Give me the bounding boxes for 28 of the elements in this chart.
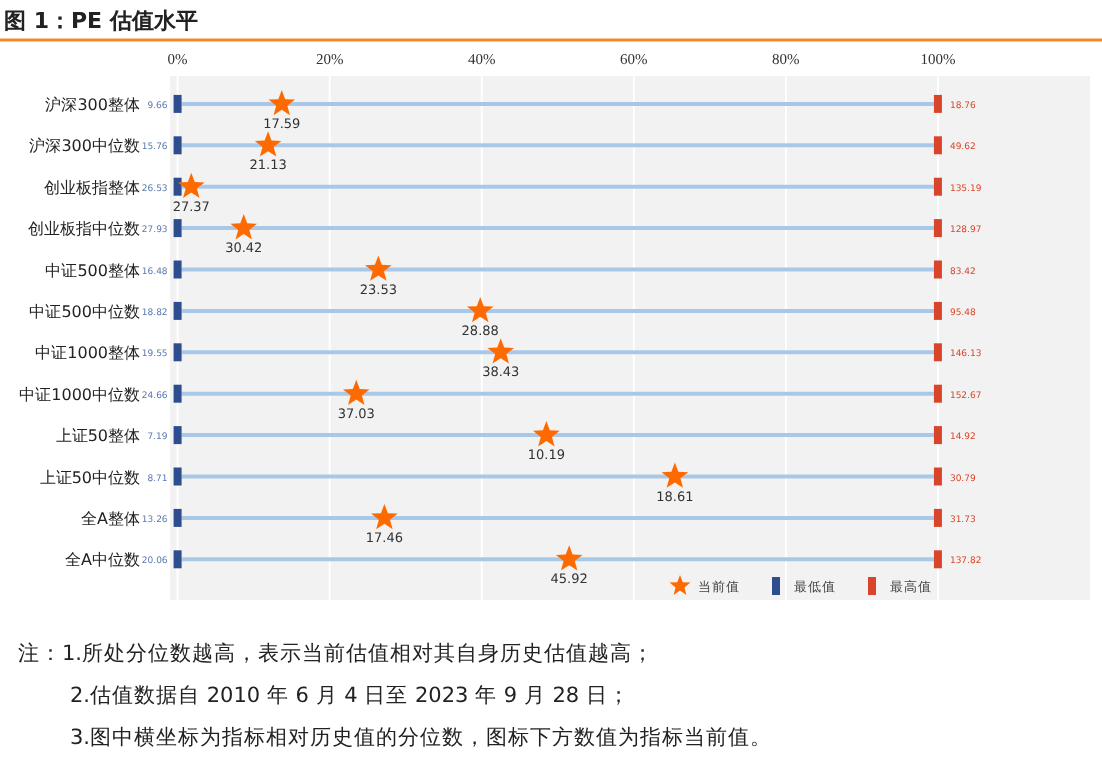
y-tick-label: 中证500整体 <box>45 261 140 280</box>
y-tick-label: 中证1000中位数 <box>19 385 140 404</box>
y-tick-label: 创业板指中位数 <box>28 220 140 239</box>
y-tick-label: 上证50整体 <box>55 427 140 446</box>
point <box>254 131 282 157</box>
point <box>268 89 296 116</box>
y-tick-label: 全A中位数 <box>65 551 140 570</box>
point <box>342 379 370 406</box>
y-tick-label: 创业板指整体 <box>44 178 140 197</box>
point <box>555 545 583 571</box>
y-tick-label: 沪深300整体 <box>45 95 140 114</box>
y-tick-label: 沪深300中位数 <box>29 137 140 156</box>
point <box>487 338 515 364</box>
text: 3.图中横坐标为指标相对历史值的分位数，图标下方数值为指标当前值。 <box>70 724 773 750</box>
chart-title: 图 1：PE 估值水平 <box>4 8 198 34</box>
text: 2.估值数据自 2010 年 6 月 4 日至 2023 年 9 月 28 日； <box>70 684 630 708</box>
point <box>661 462 689 488</box>
y-tick-label: 中证1000整体 <box>35 344 140 363</box>
point <box>230 214 258 240</box>
text: 注：1.所处分位数越高，表示当前估值相对其自身历史估值越高； <box>18 640 655 666</box>
y-tick-label: 全A整体 <box>81 509 140 528</box>
point <box>466 296 494 323</box>
y-tick-label: 中证500中位数 <box>29 302 140 321</box>
point <box>371 503 398 530</box>
point <box>365 255 392 281</box>
point <box>533 421 560 447</box>
point <box>177 172 205 199</box>
y-tick-label: 上证50中位数 <box>39 468 140 487</box>
